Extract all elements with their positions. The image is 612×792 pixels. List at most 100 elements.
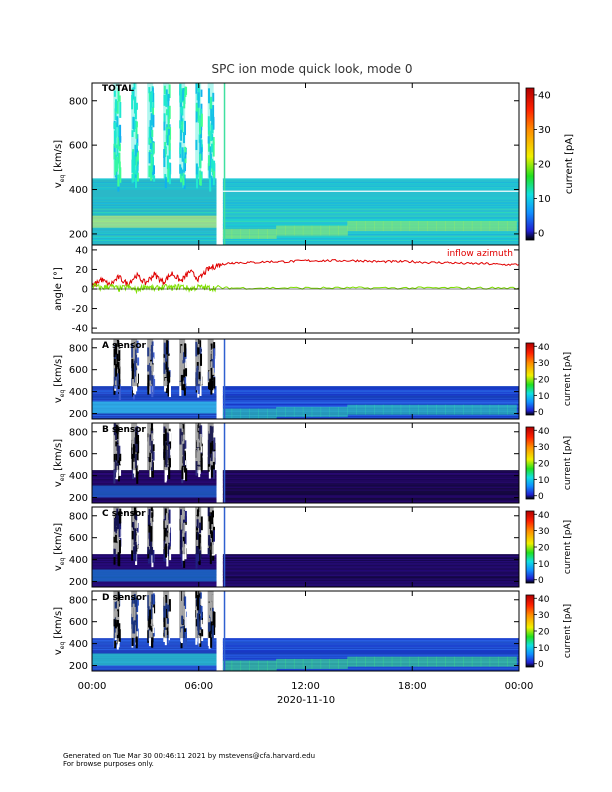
total-heatmap-stripe bbox=[92, 235, 519, 237]
total-heatmap-burst bbox=[212, 141, 215, 157]
sensor-a-heatmap-burst bbox=[184, 358, 187, 372]
sensor-c-heatmap-burst bbox=[149, 541, 152, 554]
sensor-b-heatmap-burst bbox=[151, 448, 154, 459]
total-heatmap-burst bbox=[184, 86, 187, 97]
sensor-b-heatmap-stripe bbox=[92, 485, 519, 486]
sensor-d-heatmap-burst bbox=[163, 591, 170, 639]
total-heatmap-burst bbox=[117, 137, 120, 150]
sensor-c-heatmap-burst bbox=[163, 549, 166, 562]
sensor-b-heatmap-burst bbox=[196, 432, 199, 442]
sensor-d-heatmap-beam bbox=[391, 656, 402, 667]
total-heatmap-beam bbox=[436, 221, 446, 232]
sensor-a-heatmap-beam bbox=[418, 404, 428, 415]
sensor-b-heatmap-burst bbox=[147, 441, 150, 458]
sensor-d-heatmap-burst bbox=[167, 611, 170, 619]
total-colorbar-tick-label: 20 bbox=[538, 160, 551, 171]
sensor-b-heatmap-burst bbox=[163, 423, 170, 471]
sensor-a-heatmap-burst bbox=[198, 375, 201, 391]
total-heatmap-burst bbox=[136, 172, 139, 182]
sensor-d-heatmap-burst bbox=[151, 594, 154, 605]
sensor-b-heatmap-burst bbox=[131, 440, 134, 448]
sensor-d-heatmap-burst bbox=[196, 594, 199, 611]
sensor-c-heatmap-burst bbox=[164, 527, 167, 537]
total-heatmap-stripe bbox=[92, 185, 519, 187]
sensor-a-heatmap-burst bbox=[211, 348, 214, 359]
total-heatmap-burst bbox=[117, 125, 120, 137]
sensor-b-heatmap-burst bbox=[209, 442, 212, 454]
sensor-b-heatmap-burst bbox=[135, 437, 138, 453]
sensor-a-heatmap-beam bbox=[498, 404, 508, 415]
sensor-d-heatmap-burst bbox=[152, 593, 155, 605]
sensor-c-heatmap-gap bbox=[216, 507, 223, 587]
sensor-a-heatmap-burst bbox=[166, 340, 169, 355]
sensor-b-heatmap-burst bbox=[168, 467, 171, 479]
sensor-c-colorbar-scale bbox=[525, 510, 535, 584]
sensor-d-heatmap-burst bbox=[131, 637, 134, 647]
total-heatmap-burst bbox=[118, 95, 121, 102]
total-heatmap-burst bbox=[167, 167, 170, 183]
total-heatmap-stripe bbox=[92, 224, 519, 226]
sensor-c-heatmap-stripe bbox=[92, 556, 519, 558]
angle-lines bbox=[91, 258, 520, 295]
total-heatmap-beam bbox=[498, 221, 508, 232]
total-heatmap-burst bbox=[167, 106, 170, 120]
total-heatmap-burst bbox=[181, 169, 184, 176]
sensor-c-heatmap-burst bbox=[212, 551, 215, 561]
total-heatmap-burst bbox=[180, 109, 183, 126]
sensor-d-heatmap-burst bbox=[134, 622, 137, 638]
sensor-b-heatmap-burst bbox=[209, 434, 212, 448]
sensor-d-heatmap-burst bbox=[163, 635, 166, 642]
sensor-b-y-label: veq [km/s] bbox=[53, 439, 66, 487]
total-heatmap-burst bbox=[165, 127, 168, 139]
total-colorbar-label: current [pA] bbox=[564, 134, 575, 194]
sensor-c-heatmap-stripe bbox=[92, 561, 519, 562]
sensor-c-heatmap-burst bbox=[148, 524, 151, 533]
sensor-b-heatmap-stripe bbox=[92, 485, 519, 487]
sensor-d-heatmap-burst bbox=[212, 597, 215, 606]
total-heatmap-beam bbox=[347, 221, 357, 232]
sensor-b-heatmap-burst bbox=[149, 434, 152, 446]
total-heatmap-burst bbox=[179, 120, 182, 129]
sensor-b-heatmap-burst bbox=[165, 455, 168, 468]
sensor-a-heatmap-burst bbox=[200, 353, 203, 366]
sensor-a-heatmap-beam bbox=[373, 404, 384, 415]
sensor-a-heatmap-beam bbox=[507, 404, 517, 415]
sensor-a-heatmap-burst bbox=[208, 345, 211, 361]
sensor-a-heatmap-burst bbox=[132, 342, 135, 359]
sensor-d-heatmap-burst bbox=[137, 605, 140, 620]
total-heatmap-beam bbox=[285, 225, 295, 236]
total-heatmap-beam bbox=[293, 225, 304, 236]
total-heatmap-burst bbox=[213, 160, 216, 172]
total-heatmap-burst bbox=[152, 142, 155, 155]
sensor-d-heatmap-stripe bbox=[92, 655, 519, 657]
total-heatmap-burst bbox=[150, 91, 153, 102]
sensor-d-heatmap-stripe bbox=[92, 640, 519, 641]
sensor-d-heatmap-scan bbox=[223, 591, 226, 671]
sensor-b-heatmap-burst bbox=[164, 467, 167, 483]
total-heatmap-beam bbox=[356, 221, 366, 232]
sensor-c-heatmap-burst bbox=[164, 508, 167, 523]
sensor-c-heatmap-burst bbox=[149, 550, 152, 564]
sensor-d-heatmap-beam bbox=[347, 656, 357, 667]
footer-generated: Generated on Tue Mar 30 00:46:11 2021 by… bbox=[63, 752, 316, 760]
sensor-panels: A sensor200400600800veq[km/s]010203040cu… bbox=[53, 338, 573, 672]
sensor-a-heatmap-burst bbox=[199, 347, 202, 357]
total-y-tick-label: 200 bbox=[69, 229, 88, 240]
sensor-d-heatmap-stripe bbox=[92, 640, 519, 642]
x-tick-label: 00:00 bbox=[505, 681, 534, 692]
total-heatmap-stripe bbox=[92, 178, 519, 180]
total-heatmap-stripe bbox=[92, 238, 519, 240]
total-colorbar-tick-label: 40 bbox=[538, 90, 551, 101]
sensor-a-heatmap-beam bbox=[489, 404, 500, 415]
sensor-c-heatmap-stripe bbox=[92, 571, 519, 573]
total-heatmap-beam bbox=[507, 221, 517, 232]
sensor-c-label: C sensor bbox=[102, 509, 146, 519]
total-heatmap-burst bbox=[131, 94, 134, 110]
total-heatmap-beam bbox=[92, 215, 217, 228]
sensor-d-heatmap-beam bbox=[498, 656, 508, 667]
sensor-a-colorbar-tick-label: 30 bbox=[538, 359, 550, 369]
sensor-a-colorbar-label: current [pA] bbox=[563, 352, 573, 406]
sensor-d-heatmap-burst bbox=[147, 591, 154, 639]
total-heatmap-burst bbox=[179, 147, 182, 154]
